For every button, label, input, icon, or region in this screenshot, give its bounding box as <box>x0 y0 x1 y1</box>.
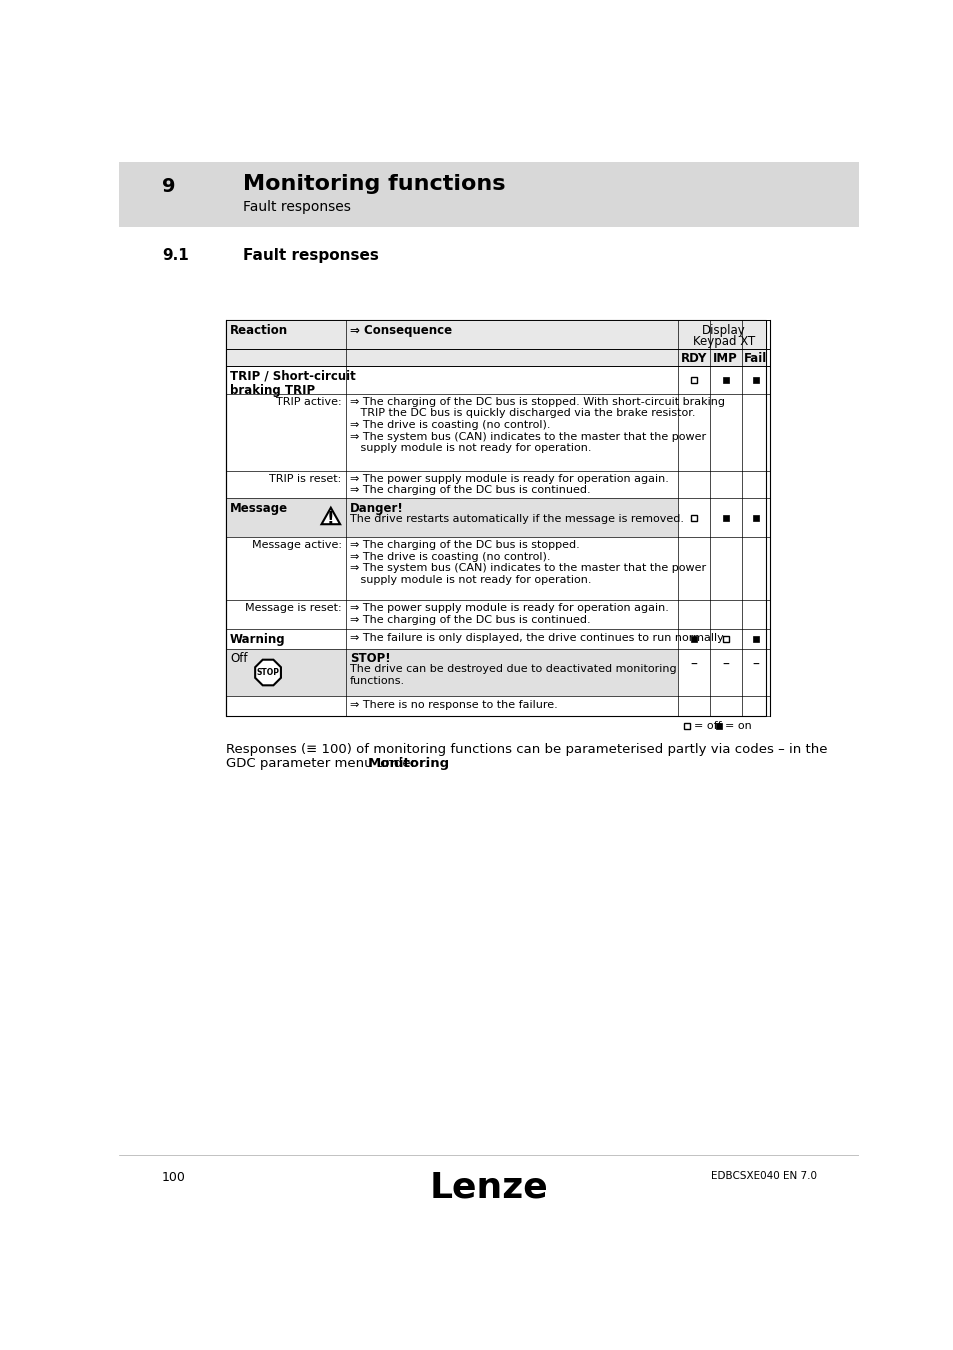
Text: Fault responses: Fault responses <box>243 201 351 215</box>
Bar <box>226 320 765 366</box>
Text: ⇒ Consequence: ⇒ Consequence <box>350 324 452 336</box>
Text: IMP: IMP <box>713 352 738 366</box>
Text: TRIP / Short-circuit
braking TRIP: TRIP / Short-circuit braking TRIP <box>230 369 355 397</box>
Text: –: – <box>721 657 728 672</box>
Text: ⇒ The charging of the DC bus is stopped.
⇒ The drive is coasting (no control).
⇒: ⇒ The charging of the DC bus is stopped.… <box>350 540 705 585</box>
Text: Message: Message <box>230 502 288 516</box>
Text: TRIP active:: TRIP active: <box>275 397 341 406</box>
Text: Monitoring: Monitoring <box>368 757 450 771</box>
Text: Danger!: Danger! <box>350 502 403 516</box>
Text: The drive restarts automatically if the message is removed.: The drive restarts automatically if the … <box>350 514 683 524</box>
Text: !: ! <box>327 510 335 528</box>
Text: = on: = on <box>724 721 751 730</box>
Text: ⇒ There is no response to the failure.: ⇒ There is no response to the failure. <box>350 701 558 710</box>
Text: –: – <box>752 657 759 672</box>
Text: STOP!: STOP! <box>350 652 391 666</box>
Bar <box>752 514 759 521</box>
Text: ⇒ The power supply module is ready for operation again.
⇒ The charging of the DC: ⇒ The power supply module is ready for o… <box>350 603 668 625</box>
Bar <box>752 636 759 643</box>
Bar <box>721 514 728 521</box>
Bar <box>721 377 728 383</box>
Bar <box>690 514 697 521</box>
Text: 9.1: 9.1 <box>162 248 189 263</box>
Bar <box>683 722 690 729</box>
Text: Display: Display <box>701 324 745 338</box>
Text: Reaction: Reaction <box>230 324 288 336</box>
Text: .: . <box>423 757 428 771</box>
Text: Message active:: Message active: <box>252 540 341 549</box>
Bar <box>721 636 728 643</box>
Text: STOP: STOP <box>256 668 279 676</box>
Text: ⇒ The failure is only displayed, the drive continues to run normally.: ⇒ The failure is only displayed, the dri… <box>350 633 725 643</box>
Text: Responses (≡ 100) of monitoring functions can be parameterised partly via codes : Responses (≡ 100) of monitoring function… <box>226 744 827 756</box>
Text: EDBCSXE040 EN 7.0: EDBCSXE040 EN 7.0 <box>710 1170 816 1181</box>
Text: Message is reset:: Message is reset: <box>245 603 341 613</box>
Text: 100: 100 <box>162 1170 186 1184</box>
Polygon shape <box>254 660 280 686</box>
Text: ⇒ The power supply module is ready for operation again.
⇒ The charging of the DC: ⇒ The power supply module is ready for o… <box>350 474 668 495</box>
Text: GDC parameter menu under: GDC parameter menu under <box>226 757 420 771</box>
Bar <box>226 320 765 717</box>
Text: = off: = off <box>693 721 720 730</box>
Bar <box>690 636 697 643</box>
Text: Fault responses: Fault responses <box>243 248 378 263</box>
Text: TRIP is reset:: TRIP is reset: <box>269 474 341 483</box>
Text: Keypad XT: Keypad XT <box>692 335 755 348</box>
Text: RDY: RDY <box>680 352 706 366</box>
Bar <box>716 722 721 729</box>
Text: Off: Off <box>230 652 248 666</box>
Text: Monitoring functions: Monitoring functions <box>243 174 505 194</box>
Text: ⇒ The charging of the DC bus is stopped. With short-circuit braking
   TRIP the : ⇒ The charging of the DC bus is stopped.… <box>350 397 724 454</box>
Bar <box>119 162 858 227</box>
Polygon shape <box>321 508 340 524</box>
Text: 9: 9 <box>162 177 175 196</box>
Bar <box>226 498 678 537</box>
Text: –: – <box>690 657 697 672</box>
Text: Fail: Fail <box>743 352 767 366</box>
Bar <box>226 648 678 697</box>
Bar <box>752 377 759 383</box>
Bar <box>690 377 697 383</box>
Text: Lenze: Lenze <box>429 1170 548 1204</box>
Text: Warning: Warning <box>230 633 285 647</box>
Text: The drive can be destroyed due to deactivated monitoring
functions.: The drive can be destroyed due to deacti… <box>350 664 676 686</box>
